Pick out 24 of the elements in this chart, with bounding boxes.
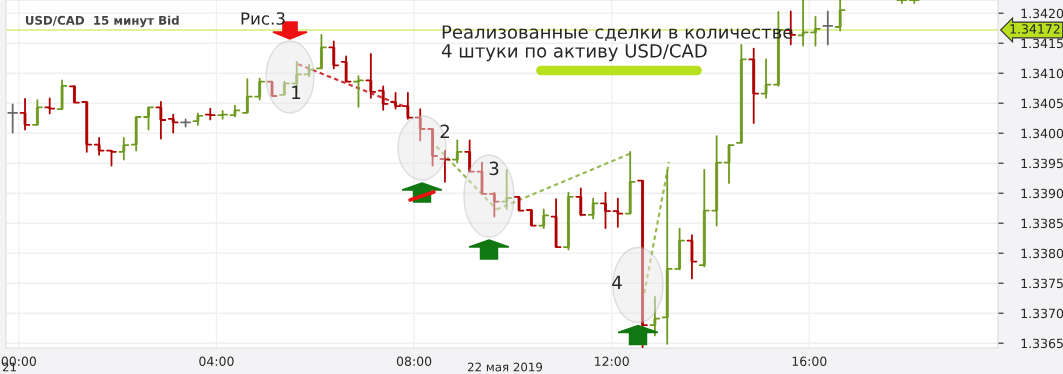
y-tick-label: 1.3365 — [1021, 338, 1063, 349]
annotation: 1 — [292, 85, 301, 99]
x-tick-label: 04:00 — [199, 356, 234, 367]
y-tick-label: 1.3410 — [1021, 68, 1063, 79]
text: 22 мая 2019 — [467, 362, 543, 372]
y-tick-label: 1.3370 — [1021, 308, 1063, 319]
y-tick-label: 1.3385 — [1021, 218, 1063, 229]
y-tick-label: 1.3405 — [1021, 98, 1063, 109]
annotation: 2 — [440, 124, 449, 138]
x-tick-label: 12:00 — [595, 356, 629, 367]
x-tick-label: 08:00 — [396, 356, 432, 367]
ref-line-label: 1.34172 — [1010, 24, 1060, 34]
annotation: 3 — [489, 161, 499, 176]
y-tick-label: 1.3375 — [1021, 278, 1063, 289]
annotation: Рис.3 — [241, 12, 285, 25]
text: USD/CAD 15 минут Bid — [25, 15, 179, 28]
y-tick-label: 1.3420 — [1021, 8, 1063, 19]
y-tick-label: 1.3395 — [1021, 158, 1063, 169]
annotation: 4 — [612, 275, 622, 289]
y-tick-label: 1.3380 — [1021, 248, 1063, 259]
y-tick-label: 1.3390 — [1021, 188, 1063, 199]
y-tick-label: 1.3400 — [1021, 128, 1063, 139]
y-tick-label: 1.3415 — [1021, 38, 1063, 49]
x-tick-label: 16:00 — [792, 356, 827, 367]
